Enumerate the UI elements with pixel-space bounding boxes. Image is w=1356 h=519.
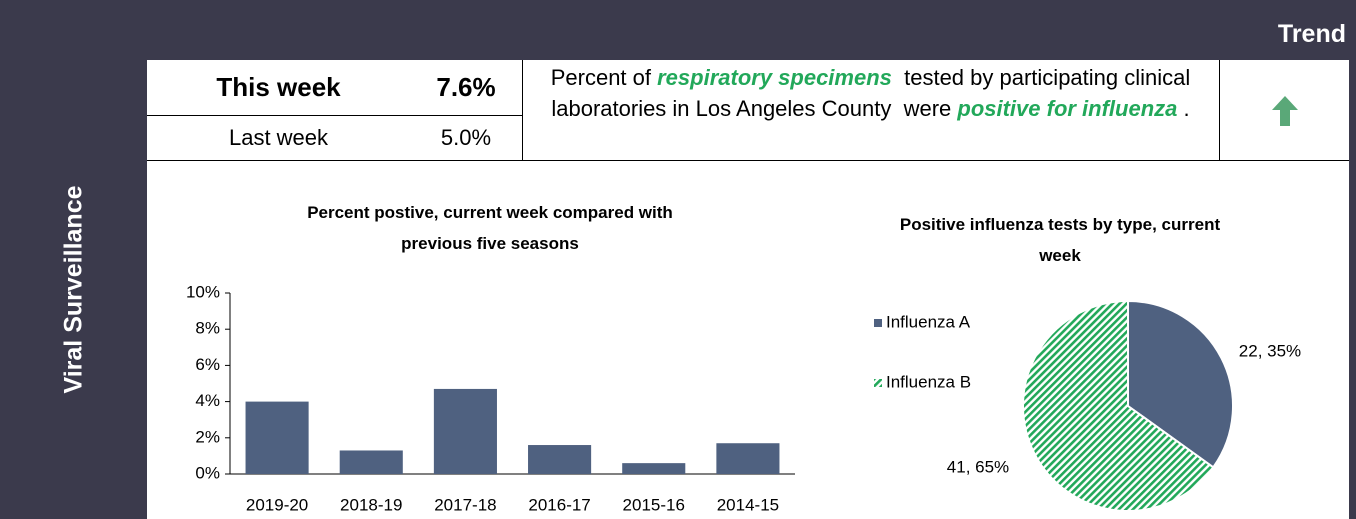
emphasis-text: respiratory specimens xyxy=(657,65,892,90)
this-week-value: 7.6% xyxy=(410,60,522,116)
last-week-label: Last week xyxy=(228,125,329,150)
bar xyxy=(339,450,403,474)
data-label: 22, 35% xyxy=(1239,341,1301,360)
bar xyxy=(716,443,780,474)
legend-label: Influenza B xyxy=(886,372,971,391)
trend-arrow xyxy=(1272,96,1298,126)
bar xyxy=(433,388,497,474)
pie-slice xyxy=(1127,299,1234,469)
description: Percent of respiratory specimens tested … xyxy=(532,62,1209,124)
description-text: Percent of xyxy=(550,65,658,90)
emphasis-text: positive for influenza xyxy=(957,96,1178,121)
trend-header: Trend xyxy=(1277,20,1346,48)
col-border xyxy=(1219,60,1220,160)
y-tick-label: 4% xyxy=(195,391,220,410)
x-tick-label: 2017-18 xyxy=(434,495,496,514)
x-tick-label: 2016-17 xyxy=(528,495,590,514)
x-tick-label: 2019-20 xyxy=(246,495,308,514)
pie-slice xyxy=(1022,299,1215,512)
y-tick-label: 0% xyxy=(195,463,220,482)
x-tick-label: 2015-16 xyxy=(623,495,685,514)
description-text: tested by participating clinical laborat… xyxy=(551,65,1197,121)
y-tick-label: 2% xyxy=(195,427,220,446)
description-text: . xyxy=(1177,96,1190,121)
legend-swatch xyxy=(874,319,882,327)
this-week-label: This week xyxy=(147,60,410,116)
legend-swatch xyxy=(874,379,882,387)
x-tick-label: 2018-19 xyxy=(340,495,402,514)
y-tick-label: 8% xyxy=(195,319,220,338)
x-tick-label: 2014-15 xyxy=(717,495,779,514)
legend-label: Influenza A xyxy=(886,312,971,331)
bar xyxy=(245,401,309,474)
last-week-value: 5.0% xyxy=(440,125,492,150)
chart-title: Percent postive, current week compared w… xyxy=(307,203,673,253)
chart-title: Positive influenza tests by type, curren… xyxy=(899,215,1221,265)
bar xyxy=(622,463,686,474)
row-border xyxy=(147,160,1349,161)
data-label: 41, 65% xyxy=(947,457,1009,476)
y-tick-label: 10% xyxy=(186,282,220,301)
col-border xyxy=(522,60,523,160)
y-tick-label: 6% xyxy=(195,355,220,374)
bar xyxy=(528,445,592,474)
